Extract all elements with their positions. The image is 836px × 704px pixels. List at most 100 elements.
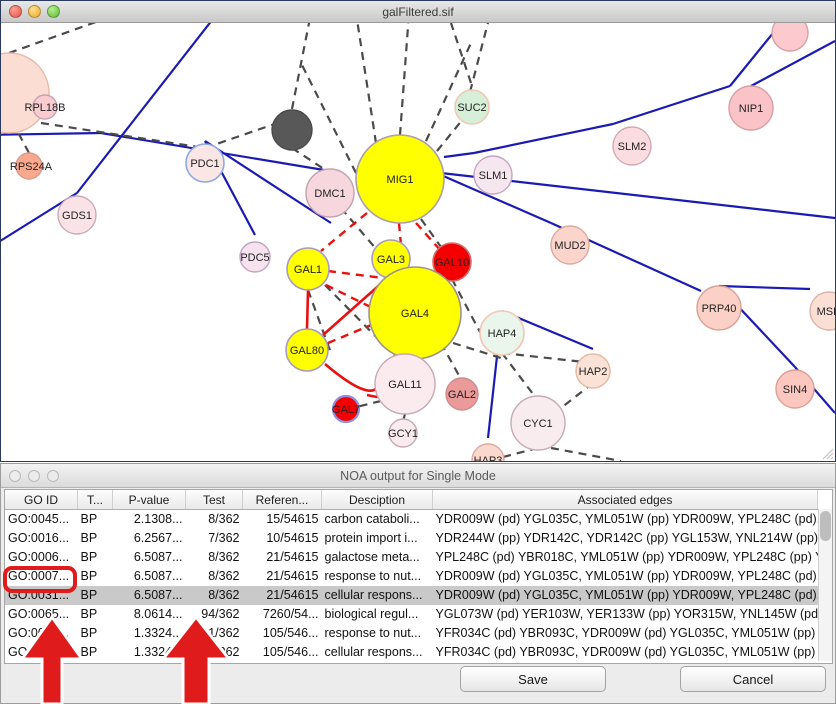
column-header-test[interactable]: Test	[185, 490, 243, 510]
node-GAL80	[285, 328, 329, 372]
cell-reference: 21/54615	[266, 550, 319, 564]
cell-description: biological regul...	[324, 607, 419, 621]
window-controls[interactable]	[9, 5, 60, 18]
table-row[interactable]: GO:0006... BP 6.5087... 8/362 21/54615 g…	[5, 548, 818, 567]
table-row[interactable]: GO:0045... BP 2.1308... 8/362 15/54615 c…	[5, 510, 818, 530]
node-label-SLM1: SLM1	[479, 170, 508, 182]
cell-p-value: 1.3324...	[133, 645, 183, 659]
node-label-DMC1: DMC1	[314, 188, 345, 200]
node-NIP1	[728, 85, 774, 131]
cell-test: 8/362	[208, 569, 240, 583]
cell-go-id: GO:0006...	[8, 550, 70, 564]
cell-test: 11/362	[202, 626, 240, 640]
node-unnamed-dark	[271, 109, 313, 151]
cell-go-id: GO:0031...	[5, 586, 78, 605]
node-PRP40	[696, 285, 742, 331]
cell-description: response to nut...	[324, 626, 422, 640]
cell-type: BP	[80, 607, 98, 621]
cell-go-id: GO:0065...	[8, 607, 70, 621]
cell-type: BP	[80, 531, 98, 545]
node-PDC5	[239, 241, 271, 273]
node-MUD2	[550, 225, 590, 265]
cell-type: BP	[80, 550, 98, 564]
cell-test: 8/362	[208, 550, 240, 564]
network-canvas[interactable]: RPL18B RPS24A GDS1 PDC1 PDC5 DMC1 MIG1 S…	[1, 23, 835, 461]
node-SUC2	[454, 89, 490, 125]
cell-associated-edges: YGL073W (pd) YER103W, YER133W (pp) YOR31…	[435, 607, 818, 621]
table-vertical-scrollbar[interactable]	[818, 509, 832, 661]
close-icon[interactable]	[9, 470, 21, 482]
column-header-p-value[interactable]: P-value	[112, 490, 186, 510]
cell-reference: 105/546...	[262, 626, 319, 640]
column-header-reference[interactable]: Referen...	[242, 490, 322, 510]
node-GCY1	[388, 418, 418, 448]
cell-type: BP	[80, 645, 98, 659]
cell-type: BP	[80, 569, 98, 583]
noa-output-window: NOA output for Single Mode GO ID T... P-…	[0, 463, 836, 704]
node-label-SLM2: SLM2	[618, 141, 647, 153]
close-icon[interactable]	[9, 5, 22, 18]
node-MSL1	[809, 291, 835, 331]
cell-associated-edges: YDR009W (pd) YGL035C, YML051W (pp) YDR00…	[435, 512, 818, 526]
node-CYC1	[510, 395, 566, 451]
node-label-CYC1: CYC1	[523, 418, 552, 430]
node-HAP2	[575, 353, 611, 389]
node-label-GAL7: GAL7	[332, 404, 360, 416]
cell-p-value: 1.3324...	[133, 626, 183, 640]
node-label-MUD2: MUD2	[554, 240, 585, 252]
cell-go-id: GO:0045...	[8, 512, 70, 526]
scrollbar-thumb[interactable]	[820, 511, 831, 541]
cell-reference: 105/546...	[262, 645, 319, 659]
node-label-HAP3: HAP3	[474, 455, 503, 461]
node-label-GAL80: GAL80	[290, 345, 324, 357]
node-label-GAL4: GAL4	[401, 308, 429, 320]
table-row-selected[interactable]: GO:0031... BP 6.5087... 8/362 21/54615 c…	[5, 586, 818, 605]
node-HAP4	[479, 310, 525, 356]
cancel-button[interactable]: Cancel	[680, 666, 826, 692]
node-label-NIP1: NIP1	[739, 103, 763, 115]
network-window-title: galFiltered.sif	[382, 5, 454, 19]
minimize-icon[interactable]	[28, 470, 40, 482]
cell-description: galactose meta...	[324, 550, 420, 564]
results-table: GO ID T... P-value Test Referen... Desci…	[5, 490, 818, 664]
node-label-SUC2: SUC2	[457, 102, 486, 114]
node-HAP3	[471, 443, 505, 461]
table-row[interactable]: GO:0007... BP 6.5087... 8/362 21/54615 r…	[5, 567, 818, 586]
node-label-RPS24A: RPS24A	[10, 161, 53, 173]
noa-window-controls[interactable]	[9, 470, 59, 482]
results-table-container[interactable]: GO ID T... P-value Test Referen... Desci…	[4, 489, 833, 664]
node-unnamed-topright	[771, 23, 809, 52]
nodes	[1, 23, 835, 461]
node-label-GDS1: GDS1	[62, 210, 92, 222]
node-PDC1	[185, 143, 225, 183]
save-button[interactable]: Save	[460, 666, 606, 692]
table-body: GO:0045... BP 2.1308... 8/362 15/54615 c…	[5, 510, 818, 664]
node-DMC1	[305, 168, 355, 218]
zoom-icon[interactable]	[47, 5, 60, 18]
cell-description: carbon cataboli...	[324, 512, 420, 526]
cell-p-value: 6.2567...	[133, 531, 183, 545]
cell-reference: 10/54615	[266, 531, 319, 545]
node-labels: RPL18B RPS24A GDS1 PDC1 PDC5 DMC1 MIG1 S…	[10, 102, 835, 461]
cell-go-id: GO:0031...	[8, 626, 70, 640]
cell-type: BP	[80, 512, 98, 526]
node-label-MIG1: MIG1	[387, 174, 414, 186]
column-header-go-id[interactable]: GO ID	[5, 490, 78, 510]
node-SIN4	[775, 369, 815, 409]
zoom-icon[interactable]	[47, 470, 59, 482]
table-row[interactable]: GO:0031... BP 1.3324... 11/362 105/546..…	[5, 624, 818, 643]
cell-type: BP	[77, 586, 113, 605]
node-label-GAL2: GAL2	[448, 389, 476, 401]
cell-associated-edges: YDR009W (pd) YGL035C, YML051W (pp) YDR00…	[432, 586, 818, 605]
resize-handle-icon[interactable]	[820, 446, 834, 460]
minimize-icon[interactable]	[28, 5, 41, 18]
table-row[interactable]: GO:0065... BP 8.0614... 94/362 7260/54..…	[5, 605, 818, 624]
column-header-type[interactable]: T...	[77, 490, 113, 510]
button-bar: Save Cancel	[1, 663, 835, 703]
table-row[interactable]: GO:0016... BP 6.2567... 7/362 10/54615 p…	[5, 529, 818, 548]
cell-reference: 15/54615	[266, 512, 319, 526]
column-header-associated-edges[interactable]: Associated edges	[432, 490, 818, 510]
cell-reference: 21/54615	[242, 586, 322, 605]
table-row[interactable]: GO:0031... BP 1.3324... 11/362 105/546..…	[5, 643, 818, 662]
column-header-description[interactable]: Desciption	[321, 490, 433, 510]
